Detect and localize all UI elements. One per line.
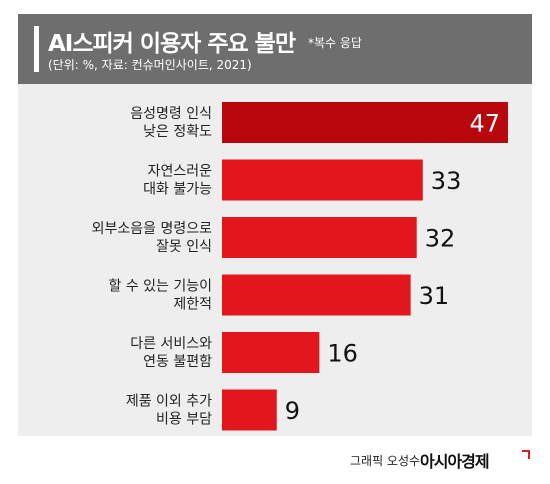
bar-1 [222, 159, 423, 201]
value-label-1: 33 [431, 167, 462, 195]
category-label-line: 낮은 정확도 [143, 124, 212, 140]
category-label-line: 연동 불편함 [143, 354, 212, 370]
category-label-line: 잘못 인식 [156, 239, 212, 255]
bar-2 [222, 217, 417, 258]
category-label-line: 음성명령 인식 [130, 106, 212, 122]
value-label-2: 32 [425, 225, 456, 253]
category-label-line: 할 수 있는 기능이 [108, 279, 212, 295]
brand-mark-icon [522, 450, 530, 459]
multiple-response-note: *복수 응답 [308, 36, 362, 50]
chart-title: AI스피커 이용자 주요 불만 [48, 31, 296, 57]
category-label-line: 다른 서비스와 [130, 336, 212, 352]
title-accent-bar [34, 26, 39, 72]
chart-panel: AI스피커 이용자 주요 불만 *복수 응답 (단위: %, 자료: 컨슈머인사… [18, 14, 532, 436]
category-label-line: 외부소음을 명령으로 [92, 221, 212, 237]
category-label-line: 자연스러운 [148, 164, 213, 180]
value-label-5: 9 [285, 397, 300, 425]
value-label-4: 16 [327, 340, 358, 368]
category-label-line: 대화 불가능 [143, 182, 212, 198]
chart-subtitle: (단위: %, 자료: 컨슈머인사이트, 2021) [48, 58, 252, 72]
category-label-line: 제품 이외 추가 [126, 394, 212, 410]
category-label-line: 제한적 [173, 297, 212, 313]
publisher-brand: 아시아경제 [420, 452, 490, 471]
bar-0 [222, 102, 508, 143]
bar-5 [222, 389, 277, 431]
bar-3 [222, 274, 411, 316]
category-label-line: 비용 부담 [156, 412, 212, 428]
value-label-0: 47 [469, 110, 500, 138]
graphic-credit: 그래픽 오성수 [350, 454, 421, 468]
value-label-3: 31 [419, 282, 450, 310]
chart-header: AI스피커 이용자 주요 불만 *복수 응답 (단위: %, 자료: 컨슈머인사… [18, 14, 532, 84]
bar-4 [222, 332, 320, 373]
